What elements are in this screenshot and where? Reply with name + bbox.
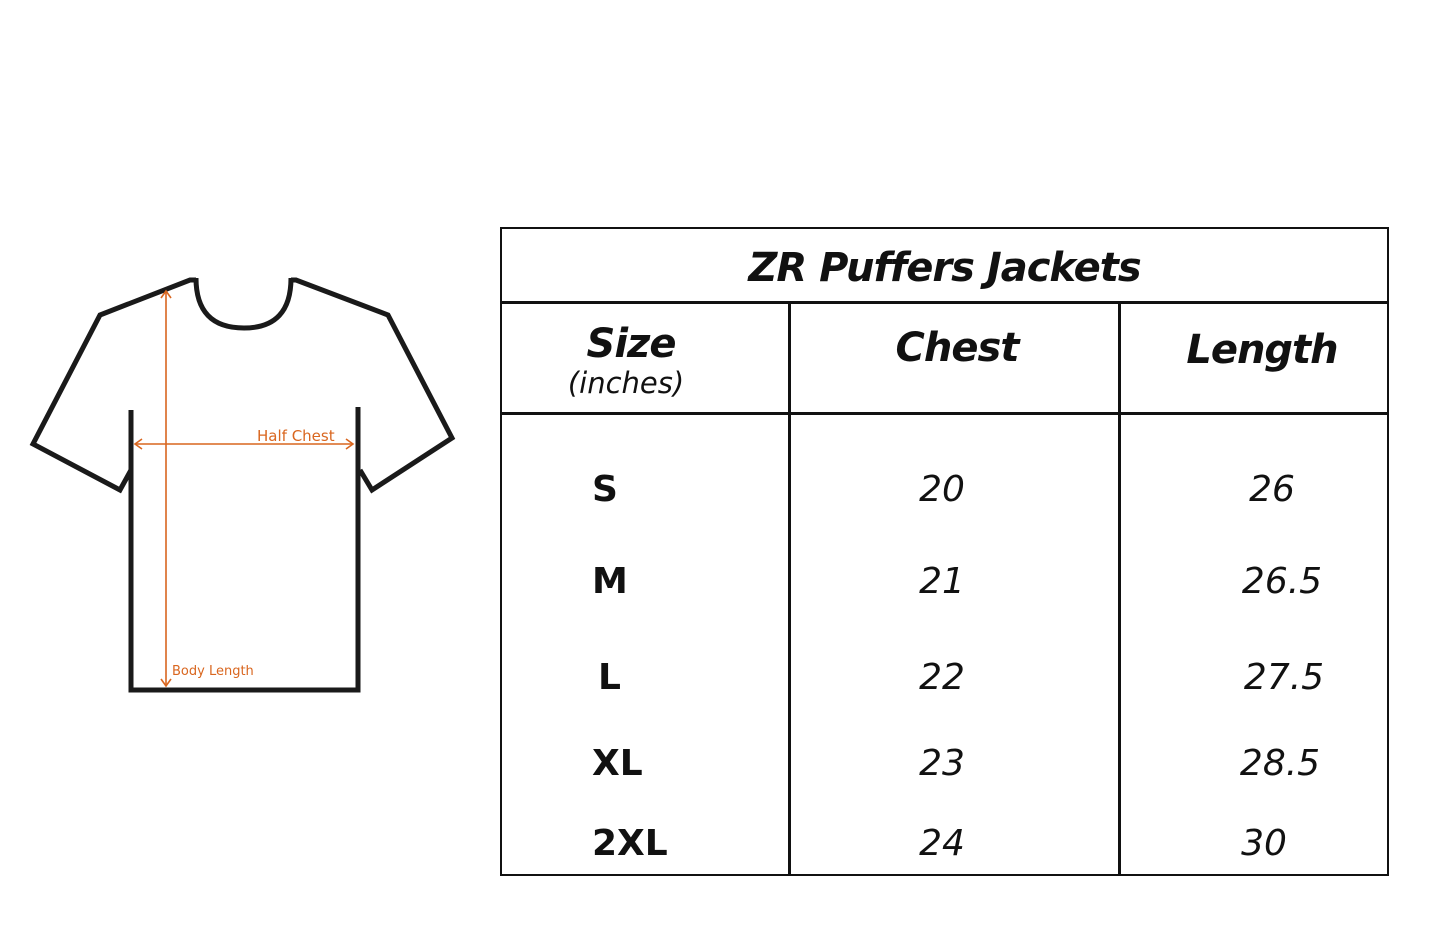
header-length: Length <box>1186 327 1338 373</box>
shirt-right-outline <box>291 277 456 494</box>
size-cell: M <box>592 561 628 602</box>
chest-cell: 23 <box>919 743 965 784</box>
tshirt-measurement-diagram: Half Chest Body Length <box>29 277 456 693</box>
header-size-unit: (inches) <box>567 366 685 400</box>
length-cell: 30 <box>1241 823 1287 864</box>
header-chest: Chest <box>895 325 1020 371</box>
length-cell: 26 <box>1249 469 1295 510</box>
length-cell: 27.5 <box>1243 657 1325 698</box>
chest-cell: 20 <box>919 469 965 510</box>
length-cell: 28.5 <box>1239 743 1321 784</box>
length-cell: 26.5 <box>1241 561 1323 602</box>
body-length-label: Body Length <box>172 664 254 679</box>
chest-cell: 22 <box>919 657 965 698</box>
shirt-left-outline <box>29 277 196 494</box>
size-cell: 2XL <box>592 823 668 864</box>
shirt-body-outline <box>128 407 361 693</box>
table-title: ZR Puffers Jackets <box>748 245 1141 291</box>
half-chest-label: Half Chest <box>257 427 335 445</box>
chest-cell: 24 <box>919 823 965 864</box>
size-chart-table: ZR Puffers Jackets Size (inches) Chest L… <box>500 227 1389 876</box>
chest-cell: 21 <box>919 561 965 602</box>
size-cell: S <box>592 469 618 510</box>
header-size: Size <box>586 321 677 367</box>
size-cell: L <box>598 657 621 698</box>
shirt-neckline <box>193 277 294 331</box>
size-cell: XL <box>592 743 643 784</box>
